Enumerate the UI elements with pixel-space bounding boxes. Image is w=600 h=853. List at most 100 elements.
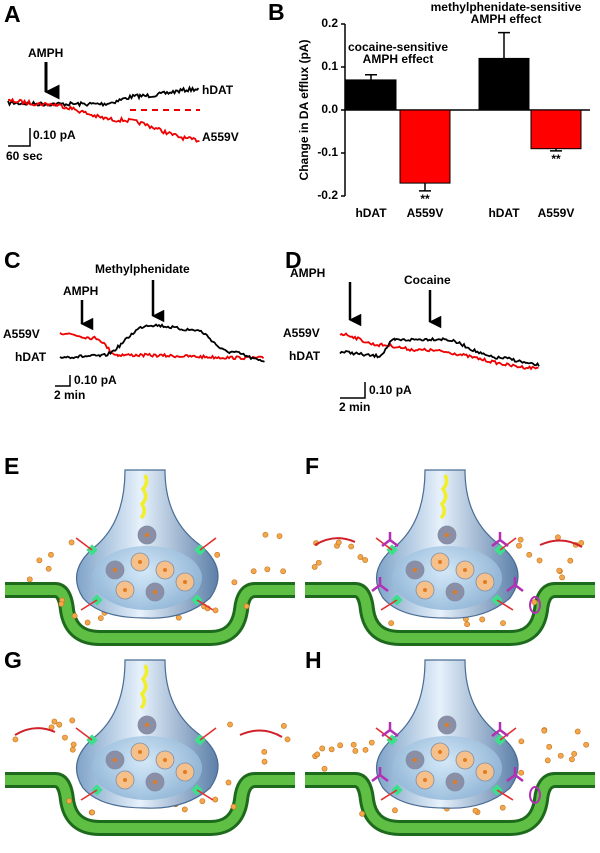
trace-label: hDAT [289,349,321,363]
panel-label: A [4,1,21,27]
efflux-arrow [380,599,398,611]
vesicle-core [153,780,157,784]
dopamine [62,734,68,741]
vesicle-core [423,778,427,782]
annotation: methylphenidate-sensitive [431,0,582,14]
trace [339,336,540,367]
dopamine [214,551,221,558]
efflux-arrow [75,537,93,551]
bar [345,79,397,111]
dopamine [51,718,58,725]
dopamine [557,752,564,759]
dopamine [181,806,188,813]
vesicle-core [483,580,487,584]
dopamine [518,738,525,745]
arrow-label: Cocaine [404,273,451,287]
dopamine [314,751,321,758]
arc [239,729,283,738]
dopamine [243,603,250,610]
dopamine [337,742,344,749]
trace [59,332,265,361]
blocker [491,532,509,547]
dopamine [499,804,506,811]
trace [339,332,539,371]
y-tick-label: 0.0 [321,102,338,116]
arrow-label: AMPH [63,284,98,298]
dopamine [311,564,318,570]
vesicle-core [483,770,487,774]
trace-label: A559V [202,130,239,144]
dopamine [546,743,553,750]
dopamine [45,565,52,572]
bar [530,109,582,150]
scale-label: 2 min [54,388,85,402]
scale-label: 0.10 pA [33,128,76,142]
dopamine [388,620,395,627]
vesicle-core [123,588,127,592]
dopamine [212,607,219,614]
vesicle-core [183,580,187,584]
dopamine [555,534,561,541]
bar [399,109,451,184]
blocker [381,722,399,737]
efflux-arrow [80,599,98,611]
vesicle-core [463,758,467,762]
efflux-arrow [75,727,93,741]
dopamine [526,551,533,558]
dopamine [250,568,257,575]
y-tick-label: -0.1 [317,145,338,159]
dopamine [69,746,76,753]
dopamine [464,621,470,628]
dopamine [359,810,366,817]
vesicle-core [413,758,417,762]
dopamine [357,554,364,560]
trace [7,97,200,143]
trace-label: hDAT [15,350,47,364]
vesicle-core [438,560,442,564]
dopamine [227,721,233,728]
dopamine [212,796,219,803]
scale-bar [55,375,71,387]
vesicle-core [438,750,442,754]
dopamine [559,574,565,581]
dopamine [199,798,206,805]
efflux-arrow [196,599,214,611]
dopamine [284,736,291,743]
dopamine [479,616,486,623]
dopamine [574,728,581,735]
dopamine [261,758,268,765]
dopamine [71,612,78,619]
current [139,474,149,520]
dopamine [264,566,271,573]
blocker [529,596,541,614]
dopamine [280,722,287,729]
x-tick-label: A559V [538,206,575,220]
vesicle-core [113,758,117,762]
current [439,474,449,520]
blocker [529,786,541,804]
dopamine [362,557,369,563]
panel-label: G [4,647,22,673]
dopamine [541,727,548,734]
blocker [491,722,509,737]
vesicle-core [445,723,449,727]
dopamine [368,739,375,746]
y-axis-label: Change in DA efflux (pA) [297,40,311,181]
error-bar [498,31,510,59]
synapse-illustration [305,469,595,646]
dopamine [583,741,590,748]
efflux-arrow [199,537,217,551]
dopamine [58,601,65,607]
synapse-illustration [305,659,595,836]
dopamine [328,746,335,753]
dopamine [321,765,328,772]
trace-label: A559V [283,326,320,340]
trace-label: A559V [3,327,40,341]
dopamine [36,557,43,564]
vesicle-core [453,780,457,784]
panel-label: C [4,247,21,273]
trace-label: hDAT [202,83,234,97]
scale-bar [8,128,31,147]
dopamine [335,539,342,546]
